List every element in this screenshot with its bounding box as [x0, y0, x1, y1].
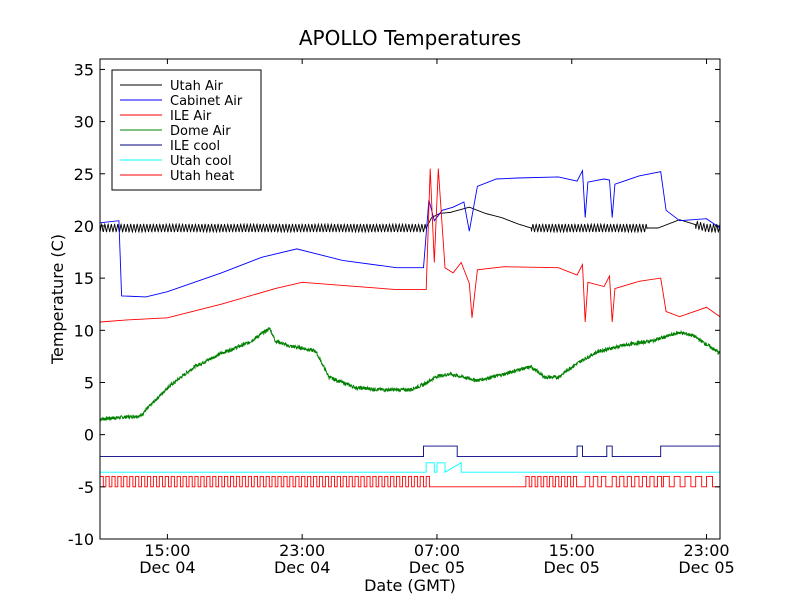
x-tick-label-time: 23:00	[279, 541, 325, 560]
series-line-ile-air	[99, 168, 721, 323]
legend-label-ile-cool: ILE cool	[170, 139, 220, 154]
x-tick-label-date: Dec 05	[409, 558, 465, 577]
legend-label-utah-cool: Utah cool	[170, 154, 232, 169]
series-line-utah-air	[99, 206, 721, 234]
y-tick-label: 20	[74, 217, 94, 236]
x-tick-label-time: 15:00	[549, 541, 595, 560]
legend-label-dome-air: Dome Air	[170, 124, 231, 139]
y-tick-label: 30	[74, 113, 94, 132]
legend-label-utah-air: Utah Air	[170, 79, 223, 94]
legend-label-cabinet-air: Cabinet Air	[170, 94, 243, 109]
series-line-utah-cool	[100, 462, 720, 473]
chart-title: APOLLO Temperatures	[299, 26, 521, 50]
series-line-ile-cool	[100, 445, 720, 458]
y-tick-label: 10	[74, 321, 94, 340]
x-tick-label-date: Dec 05	[678, 558, 734, 577]
series-line-utah-heat	[99, 475, 720, 488]
series-line-cabinet-air	[99, 169, 721, 298]
x-tick-label-date: Dec 05	[544, 558, 600, 577]
y-tick-label: 25	[74, 165, 94, 184]
series-layer	[99, 168, 721, 488]
x-tick-label-time: 23:00	[683, 541, 729, 560]
y-tick-label: -5	[78, 478, 94, 497]
legend-label-ile-air: ILE Air	[170, 109, 212, 124]
y-tick-label: 15	[74, 269, 94, 288]
x-axis-label: Date (GMT)	[364, 576, 456, 595]
x-tick-label-date: Dec 04	[274, 558, 330, 577]
y-tick-label: -10	[68, 530, 94, 549]
series-line-dome-air	[99, 327, 721, 423]
y-tick-label: 5	[84, 373, 94, 392]
y-tick-label: 0	[84, 426, 94, 445]
x-tick-label-time: 07:00	[414, 541, 460, 560]
x-tick-label-time: 15:00	[144, 541, 190, 560]
y-axis-label: Temperature (C)	[48, 234, 67, 365]
plot-area	[99, 58, 721, 540]
legend-label-utah-heat: Utah heat	[170, 169, 234, 184]
y-tick-label: 35	[74, 60, 94, 79]
x-tick-label-date: Dec 04	[139, 558, 195, 577]
